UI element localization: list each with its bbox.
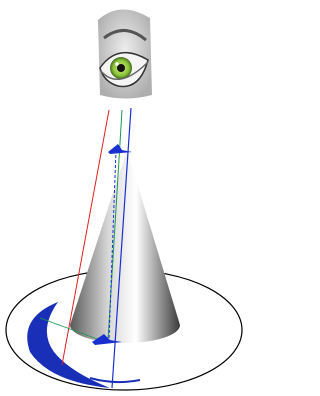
page xyxy=(0,0,245,396)
eye xyxy=(98,9,152,98)
illustration xyxy=(0,0,245,396)
cone xyxy=(70,150,180,343)
